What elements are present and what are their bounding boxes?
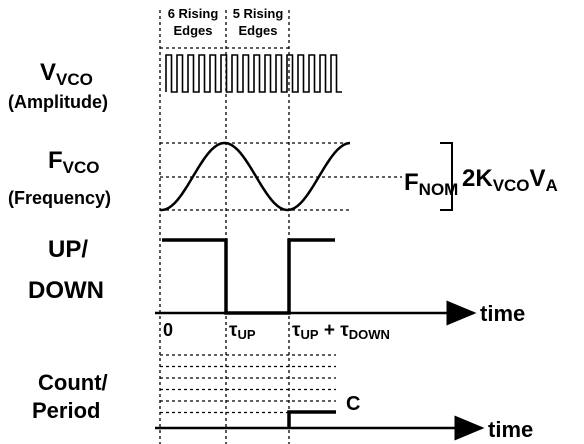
swing-label: 2KVCOVA <box>462 165 558 195</box>
fnom-label: FNOM <box>404 169 458 199</box>
axis-label: time <box>488 417 533 442</box>
count-label: Period <box>32 398 100 423</box>
axis-label: time <box>480 301 525 326</box>
count-value-label: C <box>346 393 360 415</box>
count-step <box>287 410 336 428</box>
time-mark: 0 <box>163 320 173 340</box>
fvco-label: FVCO <box>48 147 100 177</box>
time-mark: τUP <box>229 320 256 342</box>
vco-caption: (Amplitude) <box>8 92 108 112</box>
vco-label: VVCO <box>40 59 93 89</box>
updown-label: UP/ <box>48 236 88 263</box>
count-guides <box>160 354 336 414</box>
updown-wave <box>162 238 335 315</box>
count-label: Count/ <box>38 370 108 395</box>
fvco-caption: (Frequency) <box>8 188 111 208</box>
edges-label: 5 Rising <box>233 6 284 21</box>
time-mark: τUP + τDOWN <box>292 320 390 342</box>
edges-label: Edges <box>238 23 277 38</box>
edges-label: Edges <box>173 23 212 38</box>
swing-bracket <box>440 142 453 211</box>
sine-wave <box>159 141 351 212</box>
edges-label: 6 Rising <box>168 6 219 21</box>
square-wave <box>165 54 342 93</box>
updown-label: DOWN <box>28 277 104 304</box>
